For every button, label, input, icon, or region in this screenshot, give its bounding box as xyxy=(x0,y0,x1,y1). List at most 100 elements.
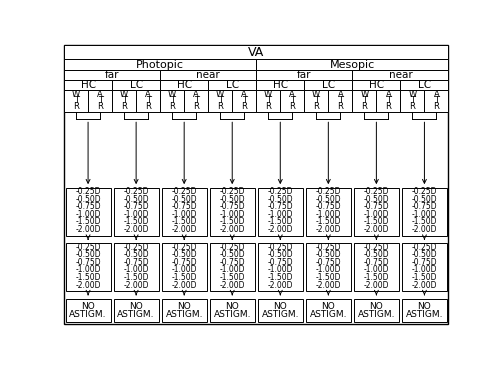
Text: -0.50D: -0.50D xyxy=(316,195,341,204)
Text: -0.50D: -0.50D xyxy=(220,195,245,204)
Text: -1.00D: -1.00D xyxy=(124,265,149,274)
Text: T: T xyxy=(434,96,439,105)
Bar xyxy=(136,90,160,112)
Text: A: A xyxy=(290,90,295,99)
Bar xyxy=(112,90,136,112)
Text: T: T xyxy=(74,96,78,105)
Text: R: R xyxy=(434,102,440,111)
Text: -1.50D: -1.50D xyxy=(220,273,245,282)
Bar xyxy=(112,80,160,90)
Text: far: far xyxy=(105,70,120,80)
Text: W: W xyxy=(168,90,176,99)
Bar xyxy=(210,299,254,322)
Text: NO: NO xyxy=(418,302,432,311)
Text: Mesopic: Mesopic xyxy=(330,60,375,70)
Text: -0.75D: -0.75D xyxy=(124,202,149,212)
Bar xyxy=(258,243,303,291)
Text: A: A xyxy=(97,90,103,99)
Bar xyxy=(162,243,206,291)
Text: T: T xyxy=(362,96,367,105)
Text: -1.50D: -1.50D xyxy=(364,273,389,282)
Text: T: T xyxy=(122,96,126,105)
Bar xyxy=(256,70,352,80)
Text: near: near xyxy=(196,70,220,80)
Text: T: T xyxy=(266,96,271,105)
Text: -1.50D: -1.50D xyxy=(364,217,389,227)
Text: -0.75D: -0.75D xyxy=(412,258,437,267)
Text: A: A xyxy=(146,90,151,99)
Text: -0.75D: -0.75D xyxy=(76,202,101,212)
Bar xyxy=(256,90,280,112)
Text: -0.25D: -0.25D xyxy=(412,243,437,252)
Text: -2.00D: -2.00D xyxy=(172,225,197,234)
Text: T: T xyxy=(290,96,295,105)
Text: R: R xyxy=(145,102,151,111)
Text: LC: LC xyxy=(130,80,142,90)
Text: -1.00D: -1.00D xyxy=(220,265,245,274)
Text: -0.25D: -0.25D xyxy=(76,187,101,196)
Text: -1.50D: -1.50D xyxy=(316,217,341,227)
Text: -1.50D: -1.50D xyxy=(172,217,197,227)
Text: NO: NO xyxy=(322,302,335,311)
Text: ASTIGM.: ASTIGM. xyxy=(118,310,155,320)
Text: T: T xyxy=(218,96,222,105)
Bar xyxy=(306,188,351,236)
Text: -1.00D: -1.00D xyxy=(124,210,149,219)
Bar xyxy=(352,90,376,112)
Text: A: A xyxy=(434,90,440,99)
Text: -0.75D: -0.75D xyxy=(364,258,389,267)
Text: -1.50D: -1.50D xyxy=(412,217,437,227)
Text: -1.00D: -1.00D xyxy=(412,210,437,219)
Text: R: R xyxy=(218,102,223,111)
Bar xyxy=(114,243,158,291)
Bar xyxy=(162,188,206,236)
Text: -0.75D: -0.75D xyxy=(268,202,293,212)
Text: -2.00D: -2.00D xyxy=(316,225,341,234)
Text: -2.00D: -2.00D xyxy=(364,225,389,234)
Text: near: near xyxy=(388,70,412,80)
Bar xyxy=(66,243,110,291)
Bar xyxy=(354,299,399,322)
Text: T: T xyxy=(386,96,391,105)
Bar xyxy=(160,70,256,80)
Bar xyxy=(304,90,328,112)
Text: -0.50D: -0.50D xyxy=(76,195,101,204)
Text: R: R xyxy=(121,102,127,111)
Text: T: T xyxy=(314,96,319,105)
Text: -0.25D: -0.25D xyxy=(172,187,197,196)
Text: -0.25D: -0.25D xyxy=(316,243,341,252)
Text: T: T xyxy=(170,96,174,105)
Bar xyxy=(402,188,447,236)
Text: -1.50D: -1.50D xyxy=(316,273,341,282)
Text: -0.25D: -0.25D xyxy=(316,187,341,196)
Bar xyxy=(66,299,110,322)
Text: -0.50D: -0.50D xyxy=(124,250,149,259)
Text: -2.00D: -2.00D xyxy=(220,225,245,234)
Text: NO: NO xyxy=(274,302,287,311)
Bar xyxy=(114,188,158,236)
Text: A: A xyxy=(194,90,199,99)
Text: -0.50D: -0.50D xyxy=(172,195,197,204)
Text: -0.75D: -0.75D xyxy=(76,258,101,267)
Text: T: T xyxy=(194,96,198,105)
Text: -0.50D: -0.50D xyxy=(76,250,101,259)
Text: W: W xyxy=(312,90,320,99)
Bar xyxy=(304,80,352,90)
Text: R: R xyxy=(410,102,416,111)
Text: -0.50D: -0.50D xyxy=(316,250,341,259)
Text: -0.25D: -0.25D xyxy=(364,243,389,252)
Text: NO: NO xyxy=(129,302,143,311)
Bar xyxy=(306,243,351,291)
Text: -2.00D: -2.00D xyxy=(124,225,149,234)
Text: R: R xyxy=(362,102,368,111)
Text: R: R xyxy=(193,102,199,111)
Bar xyxy=(162,299,206,322)
Bar xyxy=(376,90,400,112)
Text: -1.50D: -1.50D xyxy=(220,217,245,227)
Text: -0.50D: -0.50D xyxy=(268,195,293,204)
Bar xyxy=(64,70,160,80)
Text: -0.75D: -0.75D xyxy=(220,258,245,267)
Text: W: W xyxy=(216,90,224,99)
Text: -0.50D: -0.50D xyxy=(220,250,245,259)
Bar xyxy=(258,188,303,236)
